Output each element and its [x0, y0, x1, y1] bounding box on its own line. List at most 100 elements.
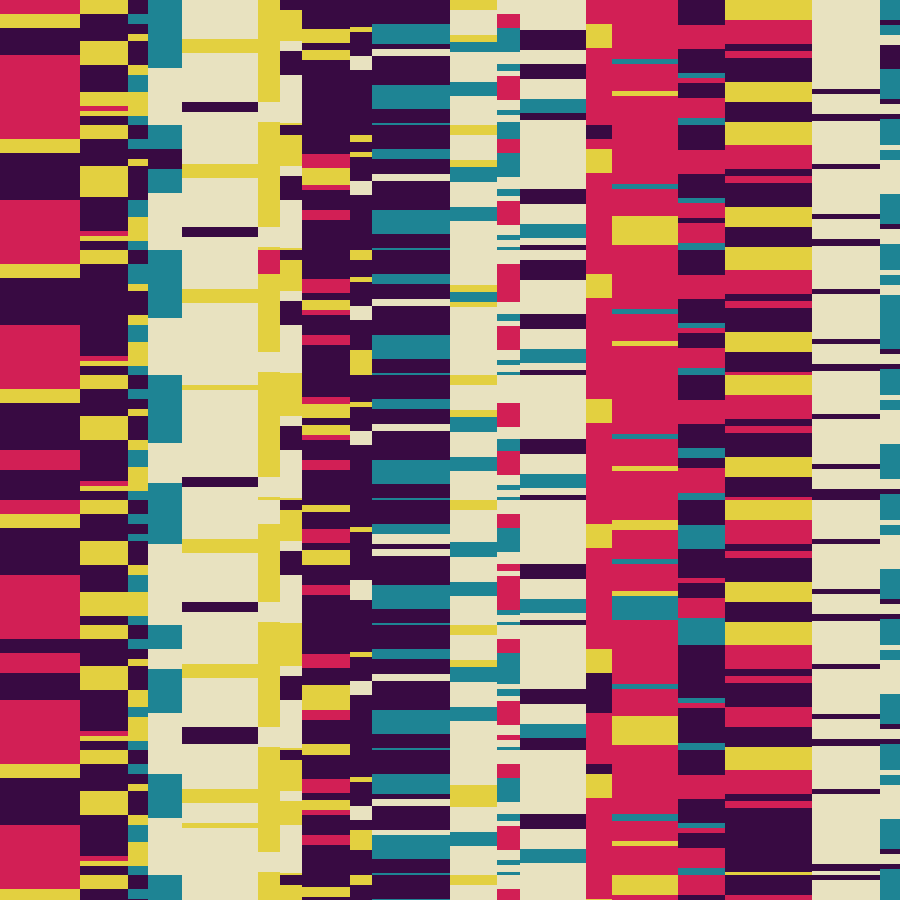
- stripe: [80, 534, 128, 541]
- stripe: [612, 179, 678, 184]
- stripe: [586, 443, 612, 463]
- stripe: [350, 282, 372, 306]
- stripe: [148, 375, 182, 399]
- stripe: [182, 869, 258, 875]
- stripe: [497, 446, 520, 451]
- stripe: [372, 774, 450, 784]
- stripe: [880, 494, 900, 500]
- stripe: [450, 510, 497, 530]
- stripe: [812, 604, 880, 614]
- stripe: [350, 157, 372, 181]
- stripe: [372, 399, 450, 409]
- stripe: [497, 52, 520, 59]
- stripe: [725, 801, 812, 808]
- stripe: [725, 0, 812, 20]
- stripe: [258, 875, 280, 899]
- stripe: [450, 155, 497, 160]
- stripe: [258, 602, 280, 622]
- stripe: [182, 823, 258, 828]
- stripe: [678, 73, 725, 78]
- stripe: [880, 160, 900, 170]
- stripe: [0, 200, 80, 220]
- stripe: [350, 114, 372, 125]
- stripe: [148, 608, 182, 625]
- stripe: [372, 49, 450, 56]
- stripe: [80, 659, 128, 666]
- stripe: [520, 495, 586, 500]
- stripe: [302, 119, 350, 125]
- stripe: [678, 549, 725, 563]
- stripe: [0, 375, 80, 389]
- stripe: [586, 649, 612, 673]
- stripe: [497, 740, 520, 747]
- stripe: [497, 600, 520, 610]
- stripe: [350, 70, 372, 80]
- stripe: [350, 205, 372, 225]
- stripe: [725, 375, 812, 395]
- stripe: [678, 493, 725, 500]
- stripe: [350, 777, 372, 782]
- stripe: [520, 863, 586, 870]
- stripe: [520, 10, 586, 30]
- stripe: [302, 710, 350, 720]
- stripe: [880, 354, 900, 364]
- stripe: [258, 48, 280, 72]
- stripe: [612, 466, 678, 471]
- stripe: [128, 741, 148, 746]
- stripe: [497, 314, 520, 321]
- stripe: [182, 852, 258, 862]
- stripe: [302, 5, 350, 12]
- stripe: [80, 92, 128, 106]
- stripe: [678, 218, 725, 223]
- stripe: [80, 611, 128, 616]
- stripe: [258, 500, 280, 524]
- stripe: [0, 403, 80, 423]
- stripe: [812, 589, 880, 594]
- stripe: [497, 264, 520, 278]
- stripe: [450, 30, 497, 35]
- stripe: [0, 450, 80, 470]
- stripe: [182, 760, 258, 765]
- stripe: [812, 750, 880, 755]
- stripe: [812, 811, 880, 825]
- stripe: [812, 404, 880, 414]
- stripe: [520, 439, 586, 444]
- stripe: [612, 770, 678, 780]
- stripe: [586, 88, 612, 98]
- stripe: [128, 371, 148, 375]
- stripe: [128, 541, 148, 565]
- stripe: [372, 174, 450, 181]
- stripe: [182, 135, 258, 140]
- stripe: [586, 490, 612, 500]
- stripe: [725, 419, 812, 426]
- stripe: [612, 571, 678, 591]
- stripe: [725, 433, 812, 457]
- stripe: [812, 219, 880, 229]
- stripe: [350, 652, 372, 657]
- stripe: [372, 524, 450, 534]
- stripe: [586, 740, 612, 750]
- stripe: [80, 486, 128, 491]
- stripe: [450, 77, 497, 82]
- stripe: [80, 784, 128, 791]
- stripe: [350, 364, 372, 375]
- stripe: [586, 713, 612, 723]
- stripe: [302, 654, 350, 668]
- stripe: [880, 224, 900, 229]
- stripe: [302, 869, 350, 875]
- stripe: [880, 329, 900, 349]
- stripe: [450, 817, 497, 822]
- stripe: [372, 681, 450, 705]
- stripe: [372, 734, 450, 748]
- stripe: [586, 514, 612, 524]
- stripe: [725, 125, 812, 145]
- stripe: [586, 0, 612, 14]
- stripe: [80, 236, 128, 241]
- stripe: [302, 397, 350, 404]
- stripe: [520, 99, 586, 113]
- stripe: [258, 622, 280, 625]
- stripe: [612, 471, 678, 495]
- stripe: [520, 724, 586, 738]
- stripe: [350, 100, 372, 114]
- stripe: [812, 496, 880, 500]
